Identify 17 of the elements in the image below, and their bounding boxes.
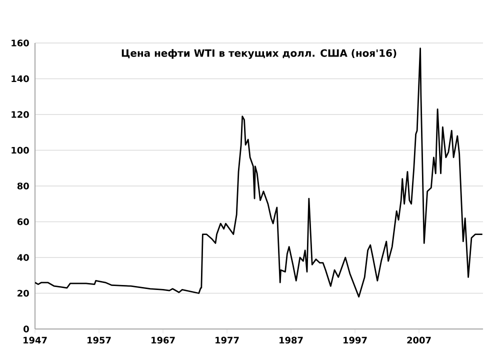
y-tick-label: 140 (12, 75, 29, 82)
y-tick-label: 120 (12, 111, 29, 118)
x-tick-label: 1987 (280, 336, 303, 344)
x-tick-label: 1997 (344, 336, 367, 344)
y-tick-label: 0 (24, 326, 29, 332)
x-tick-label: 1967 (152, 336, 175, 344)
x-tick-label: 1977 (216, 336, 239, 344)
y-tick-label: 160 (12, 40, 29, 46)
x-tick-label: 2007 (407, 336, 431, 344)
y-tick-label: 20 (18, 290, 29, 297)
y-tick-label: 40 (17, 254, 29, 261)
x-tick-label: 1957 (88, 336, 111, 344)
y-tick-label: 100 (12, 146, 29, 154)
y-tick-label: 80 (17, 182, 29, 190)
x-tick-label: 1947 (24, 336, 47, 344)
text: Цена нефти WTI в текущих долл. США (ноя'16) (122, 49, 396, 59)
y-tick-label: 60 (17, 218, 29, 226)
